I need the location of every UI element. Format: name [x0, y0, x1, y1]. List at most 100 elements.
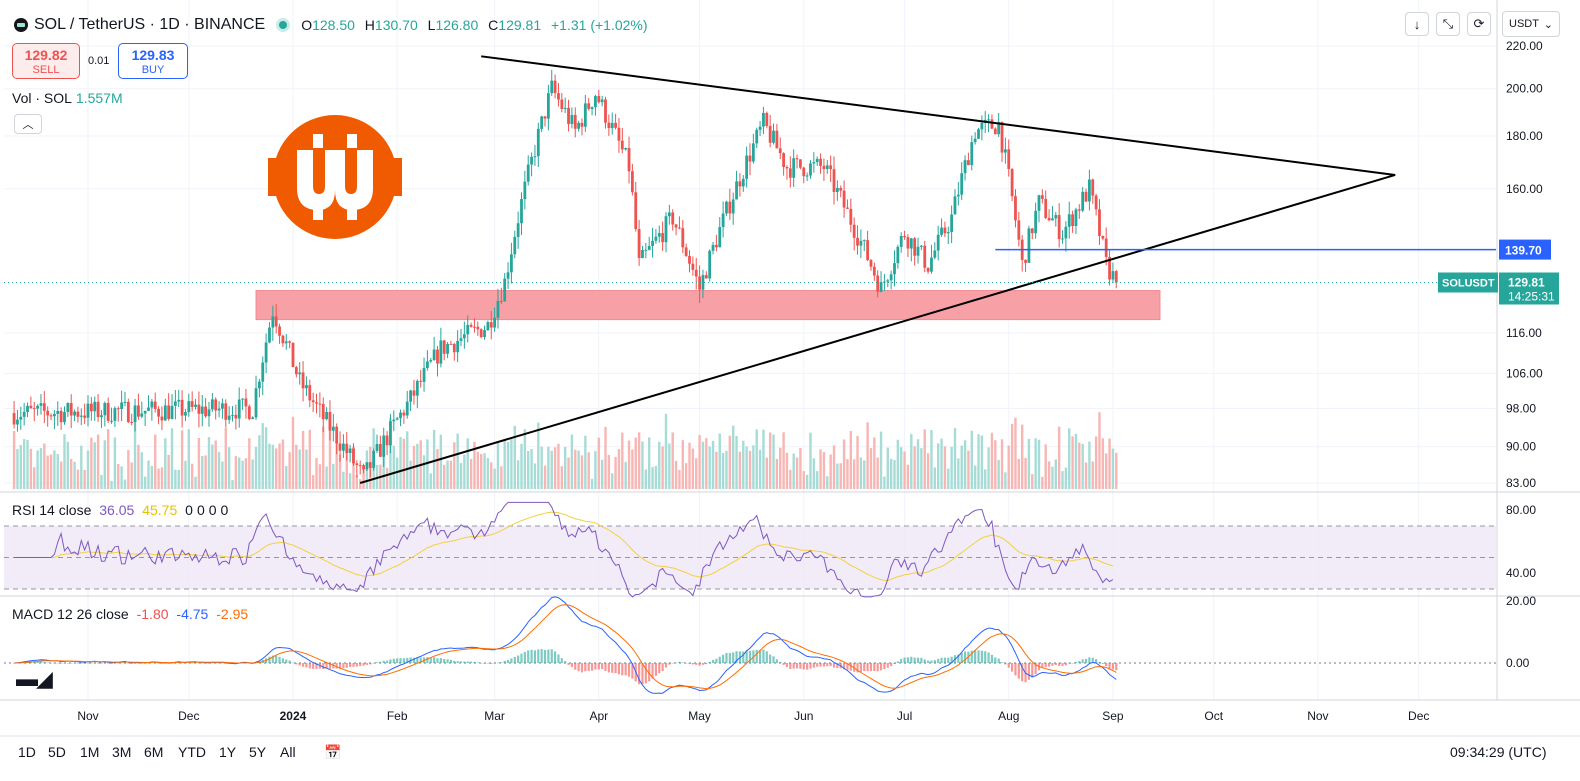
- candle: [157, 406, 160, 425]
- candle: [244, 388, 248, 419]
- candle-body: [1037, 195, 1041, 211]
- candle: [570, 107, 574, 129]
- macd-hist-bar: [631, 663, 634, 679]
- range-button-1d[interactable]: 1D: [18, 744, 36, 760]
- currency-selector[interactable]: USDT ⌄: [1502, 11, 1560, 37]
- volume-bar: [594, 451, 597, 489]
- volume-bar: [957, 458, 960, 489]
- range-button-6m[interactable]: 6M: [144, 744, 164, 760]
- candle-body: [741, 178, 745, 187]
- volume-bar: [395, 457, 399, 489]
- candle: [856, 225, 859, 255]
- macd-hist-bar: [36, 661, 39, 663]
- candle: [664, 212, 668, 253]
- down-arrow-button[interactable]: ↓: [1405, 12, 1429, 36]
- candle-body: [1034, 210, 1038, 234]
- volume-bar: [16, 449, 19, 489]
- fullscreen-icon[interactable]: ⤡: [1436, 12, 1460, 36]
- candle: [12, 400, 16, 429]
- macd-hist-bar: [214, 663, 217, 664]
- candle: [103, 401, 107, 427]
- candle: [422, 357, 426, 392]
- volume-bar: [194, 476, 197, 489]
- candle: [271, 305, 275, 341]
- candle-body: [1057, 215, 1061, 240]
- volume-bar: [177, 469, 180, 489]
- candle: [29, 396, 33, 409]
- volume-bar: [705, 438, 708, 489]
- candle-body: [1084, 191, 1088, 202]
- candle: [251, 416, 255, 420]
- volume-bar: [154, 434, 157, 489]
- collapse-legend-button[interactable]: ︿: [14, 114, 42, 134]
- candle-body: [291, 342, 295, 368]
- volume-bar: [839, 463, 842, 489]
- sell-button[interactable]: 129.82 SELL: [12, 43, 80, 79]
- candle: [180, 390, 184, 428]
- symbol-title[interactable]: SOL / TetherUS · 1D · BINANCE: [34, 16, 266, 33]
- candle: [805, 172, 809, 182]
- candle: [614, 113, 617, 130]
- macd-hist-bar: [295, 663, 298, 665]
- candle-body: [832, 169, 836, 193]
- candle: [96, 393, 100, 422]
- volume-bar: [795, 457, 799, 489]
- volume-bar: [443, 464, 446, 489]
- macd-hist-bar: [906, 657, 910, 663]
- candle: [960, 162, 964, 201]
- macd-hist-bar: [416, 657, 419, 663]
- price-axis-label: 160.00: [1506, 182, 1543, 196]
- logo-right-tab: [378, 158, 402, 196]
- candle-body: [1101, 235, 1105, 239]
- range-button-5y[interactable]: 5Y: [249, 744, 267, 760]
- calendar-icon[interactable]: 📅: [324, 744, 342, 760]
- candle: [358, 460, 362, 475]
- macd-hist-bar: [846, 663, 849, 670]
- volume-bar: [859, 457, 863, 489]
- candle: [204, 397, 208, 419]
- volume-bar: [950, 446, 953, 489]
- candle: [66, 402, 70, 417]
- candle-body: [718, 227, 722, 248]
- time-axis-label: Oct: [1204, 709, 1223, 723]
- macd-hist-bar: [984, 651, 987, 663]
- candle: [217, 401, 221, 418]
- candle-body: [637, 229, 641, 258]
- range-button-all[interactable]: All: [280, 744, 296, 760]
- volume-bar: [920, 448, 923, 489]
- trendline-lower: [359, 174, 1396, 484]
- macd-hist-bar: [1084, 658, 1088, 663]
- range-button-ytd[interactable]: YTD: [178, 744, 206, 760]
- candle: [1007, 139, 1011, 177]
- candle-body: [1064, 226, 1068, 239]
- candle: [533, 144, 537, 166]
- candle: [862, 239, 866, 252]
- macd-hist-bar: [947, 657, 950, 663]
- buy-button[interactable]: 129.83 BUY: [118, 43, 188, 79]
- volume-bar: [574, 449, 577, 489]
- volume-bar: [708, 446, 711, 489]
- snapshot-icon[interactable]: ⟳: [1467, 12, 1491, 36]
- macd-hist-bar: [614, 663, 617, 674]
- candle: [1084, 188, 1088, 203]
- candle-body: [335, 426, 339, 444]
- candle-body: [1071, 214, 1074, 227]
- macd-hist-bar: [1081, 659, 1084, 663]
- candle: [889, 270, 893, 290]
- range-button-1y[interactable]: 1Y: [219, 744, 237, 760]
- macd-hist-bar: [43, 662, 46, 663]
- candle: [113, 406, 117, 427]
- candle: [1017, 211, 1021, 247]
- volume-bar: [446, 460, 449, 489]
- macd-hist-bar: [443, 659, 446, 663]
- volume-bar: [157, 468, 160, 489]
- macd-hist-bar: [412, 657, 416, 663]
- candle: [812, 152, 816, 173]
- range-button-1m[interactable]: 1M: [80, 744, 100, 760]
- range-button-3m[interactable]: 3M: [112, 744, 132, 760]
- candle-body: [305, 385, 308, 389]
- candle: [503, 272, 507, 302]
- range-button-5d[interactable]: 5D: [48, 744, 66, 760]
- macd-hist-bar: [963, 651, 967, 663]
